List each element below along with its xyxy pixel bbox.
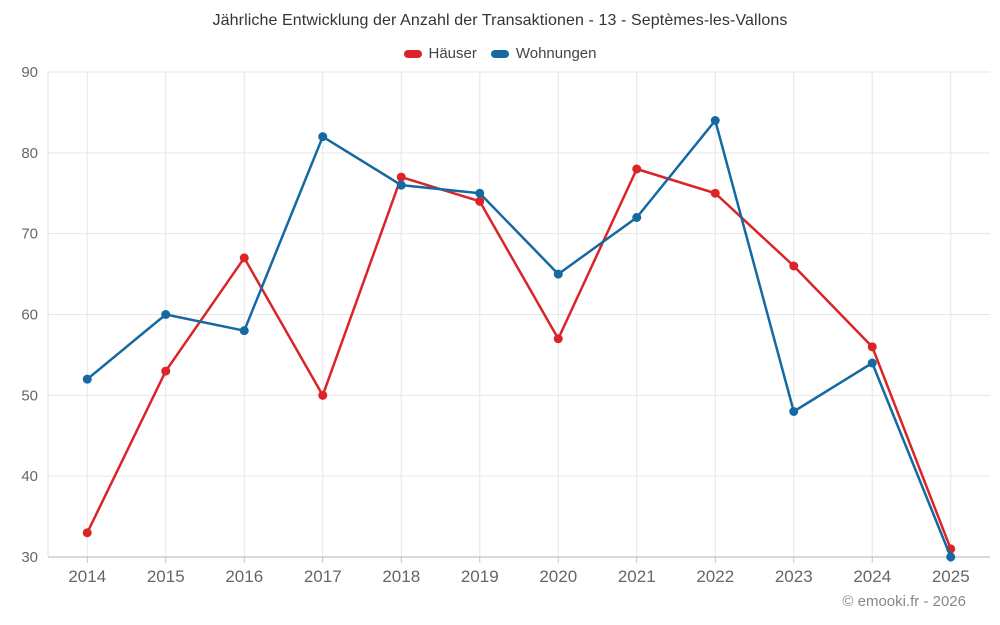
x-axis-label: 2022 <box>696 567 734 586</box>
y-axis-label: 60 <box>21 307 38 324</box>
x-axis-label: 2021 <box>618 567 656 586</box>
data-point-wohnungen-2018[interactable] <box>396 180 406 190</box>
data-point-häuser-2018[interactable] <box>396 172 406 182</box>
data-point-wohnungen-2020[interactable] <box>553 269 563 279</box>
chart-title: Jährliche Entwicklung der Anzahl der Tra… <box>212 12 788 29</box>
data-point-häuser-2016[interactable] <box>239 253 249 263</box>
y-axis-label: 50 <box>21 387 38 404</box>
data-point-häuser-2020[interactable] <box>553 334 563 344</box>
x-axis-label: 2018 <box>382 567 420 586</box>
data-point-wohnungen-2015[interactable] <box>161 310 171 319</box>
x-axis-label: 2023 <box>775 567 813 586</box>
data-point-wohnungen-2023[interactable] <box>789 407 799 416</box>
data-point-wohnungen-2021[interactable] <box>632 213 642 222</box>
legend-label-wohnungen: Wohnungen <box>515 45 597 62</box>
data-point-häuser-2014[interactable] <box>82 528 92 538</box>
data-point-wohnungen-2024[interactable] <box>867 358 877 368</box>
x-axis-label: 2014 <box>68 567 106 586</box>
x-axis-label: 2016 <box>225 567 263 586</box>
x-axis-label: 2024 <box>853 567 891 586</box>
x-axis-label: 2015 <box>147 567 185 586</box>
legend: Häuser Wohnungen <box>0 45 1000 62</box>
data-point-wohnungen-2019[interactable] <box>475 188 485 198</box>
legend-swatch-haeuser-icon <box>403 49 422 58</box>
data-point-häuser-2017[interactable] <box>318 390 328 400</box>
series-line-wohnungen <box>86 119 952 559</box>
credits-link[interactable]: © emooki.fr - 2026 <box>842 593 966 610</box>
data-point-häuser-2024[interactable] <box>867 342 877 352</box>
data-point-häuser-2015[interactable] <box>161 366 171 376</box>
data-point-wohnungen-2025[interactable] <box>946 552 956 562</box>
data-point-wohnungen-2022[interactable] <box>710 116 720 125</box>
y-axis-label: 30 <box>21 549 38 566</box>
y-axis-label: 80 <box>21 145 38 162</box>
x-axis-label: 2020 <box>539 567 577 586</box>
x-axis-label: 2025 <box>932 567 970 586</box>
legend-item-haeuser[interactable]: Häuser <box>403 45 477 62</box>
data-point-häuser-2019[interactable] <box>475 196 485 206</box>
data-point-wohnungen-2016[interactable] <box>239 326 249 336</box>
x-axis-label: 2017 <box>304 567 342 586</box>
legend-item-wohnungen[interactable]: Wohnungen <box>490 45 597 62</box>
data-point-wohnungen-2014[interactable] <box>82 374 92 384</box>
y-axis-label: 70 <box>21 226 38 243</box>
series-line-häuser <box>86 167 952 551</box>
legend-swatch-wohnungen-icon <box>490 49 509 58</box>
data-point-wohnungen-2017[interactable] <box>318 132 328 142</box>
x-axis-label: 2019 <box>461 567 499 586</box>
legend-label-haeuser: Häuser <box>428 45 477 62</box>
y-axis-label: 40 <box>21 468 38 485</box>
data-point-häuser-2022[interactable] <box>710 188 720 198</box>
data-point-häuser-2023[interactable] <box>789 261 799 271</box>
data-point-häuser-2021[interactable] <box>632 164 642 174</box>
y-axis-label: 90 <box>21 64 38 81</box>
